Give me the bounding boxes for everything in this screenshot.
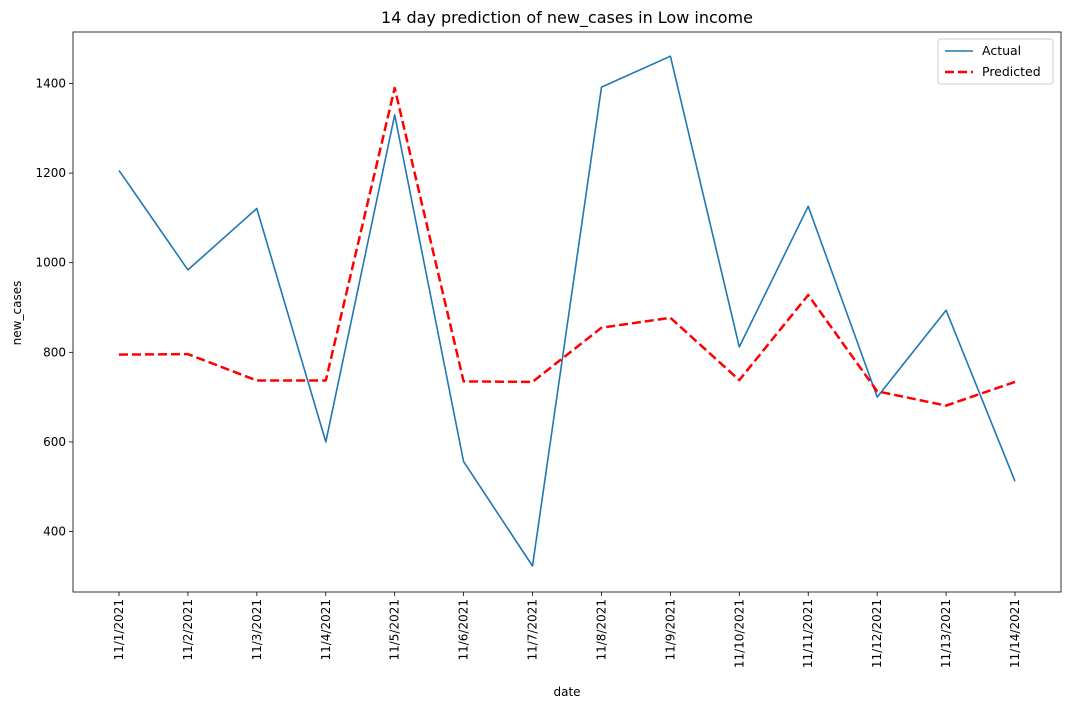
legend-label-predicted: Predicted (982, 64, 1041, 79)
x-tick-label: 11/4/2021 (319, 599, 333, 661)
y-tick-label: 1000 (35, 256, 66, 270)
series-line-actual (118, 55, 1016, 567)
x-tick-label: 11/11/2021 (801, 599, 815, 668)
x-tick-label: 11/1/2021 (112, 599, 126, 661)
y-tick-label: 800 (43, 345, 66, 359)
x-tick-label: 11/7/2021 (526, 599, 540, 661)
chart-title: 14 day prediction of new_cases in Low in… (381, 8, 753, 28)
plot-frame (72, 31, 1062, 593)
series-line-predicted (118, 86, 1016, 407)
x-tick-label: 11/13/2021 (939, 599, 953, 668)
x-tick-label: 11/2/2021 (181, 599, 195, 661)
x-tick-label: 11/9/2021 (663, 599, 677, 661)
x-tick-label: 11/14/2021 (1008, 599, 1022, 668)
x-tick-label: 11/8/2021 (594, 599, 608, 661)
plot-area: 400 600 800 1000 1200 1400 11/1/2021 11/2/2021 1… (35, 31, 1062, 668)
legend: Actual Predicted (937, 38, 1054, 85)
y-tick-label: 600 (43, 435, 66, 449)
x-tick-label: 11/5/2021 (388, 599, 402, 661)
x-tick-label: 11/6/2021 (457, 599, 471, 661)
legend-label-actual: Actual (982, 43, 1021, 58)
x-axis-title: date (553, 685, 580, 699)
x-tick-label: 11/3/2021 (250, 599, 264, 661)
y-axis-title: new_cases (10, 281, 24, 346)
y-tick-label: 1200 (35, 166, 66, 180)
y-tick-label: 400 (43, 525, 66, 539)
y-tick-label: 1400 (35, 77, 66, 91)
x-tick-label: 11/10/2021 (732, 599, 746, 668)
x-tick-label: 11/12/2021 (870, 599, 884, 668)
